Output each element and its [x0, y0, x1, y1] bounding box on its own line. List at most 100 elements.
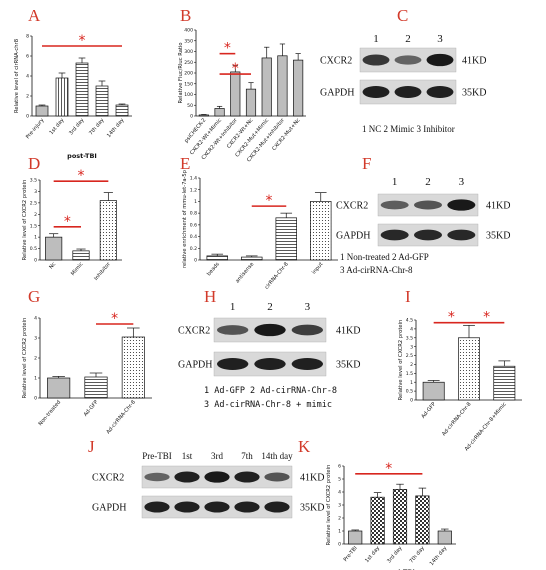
- y-tick-label: 0: [410, 398, 413, 404]
- y-tick-label: 1: [34, 235, 37, 241]
- x-tick-label: Ad-cirRNA-Chr-8: [441, 401, 472, 437]
- bar: [206, 255, 228, 261]
- lane-label: 3: [437, 33, 443, 45]
- blot-h: 1 2 3 CXCR2 41KD GAPDH 35KD 1 Ad-GFP 2 Ad-cirRN…: [178, 301, 360, 410]
- y-axis-label-g: Relative level of CXCR2 protein: [22, 318, 28, 399]
- lane-label: 1: [373, 33, 379, 45]
- blot-band: [380, 229, 409, 241]
- bar: [95, 85, 109, 117]
- y-axis-label-e: relative enrichment of mmu-let-7a-5p: [182, 169, 188, 268]
- x-tick-label: 14th day: [106, 117, 125, 139]
- lane-label: 3: [459, 176, 465, 188]
- lane-label: Pre-TBI: [142, 451, 172, 461]
- blot-legend: 3 Ad-cirRNA-Chr-8: [340, 265, 413, 275]
- y-tick-label: 0.4: [190, 234, 197, 240]
- y-tick-label: 4.5: [406, 318, 413, 324]
- blot-protein-label: CXCR2: [178, 326, 210, 337]
- panel-label-b: B: [180, 6, 191, 25]
- bar: [55, 77, 69, 117]
- bar: [392, 489, 408, 545]
- panel-label-f: F: [362, 154, 371, 173]
- x-tick-label: Pre-TBI: [343, 545, 359, 563]
- bar: [370, 496, 385, 545]
- y-tick-label: 0.2: [190, 246, 197, 252]
- y-tick-label: 1: [338, 529, 341, 535]
- blot-protein-label: CXCR2: [92, 473, 124, 484]
- y-tick-label: 2: [410, 362, 413, 368]
- blot-band: [174, 471, 200, 483]
- bar: [35, 105, 49, 117]
- significance-star: *: [483, 310, 490, 326]
- y-axis-label-a: Relative level of cirRNA-chr8: [14, 39, 20, 113]
- bar: [493, 365, 516, 401]
- blot-legend: 1 NC 2 Mimic 3 Inhibitor: [362, 124, 455, 134]
- y-tick-label: 3: [34, 189, 37, 195]
- x-tick-label: Ad-GFP: [83, 399, 100, 417]
- chart-layer: 0 2 4 6 8 Relative level of cirRNA-chr8 Pre-in…: [14, 28, 522, 570]
- y-tick-label: 1.2: [190, 187, 197, 193]
- bar: [422, 381, 445, 401]
- bar: [415, 495, 430, 545]
- blot-kd-label: 41KD: [462, 56, 486, 67]
- blot-band: [414, 200, 442, 210]
- lane-label: 2: [267, 301, 273, 313]
- y-tick-label: 0: [34, 258, 37, 264]
- blot-band: [216, 325, 249, 335]
- y-tick-label: 0.8: [190, 211, 197, 217]
- significance-star: *: [78, 168, 85, 184]
- x-tick-label: 3rd day: [386, 545, 403, 564]
- y-tick-label: 3: [410, 344, 413, 350]
- y-axis-label-b: Relative Fluc/Rluc Ratio: [178, 42, 184, 103]
- x-tick-label: 1st day: [49, 117, 66, 136]
- y-axis-label-i: Relative level of CXCR2 protein: [398, 320, 404, 401]
- y-tick-label: 0: [194, 258, 197, 264]
- bar: [437, 530, 452, 545]
- y-tick-label: 4: [26, 74, 29, 80]
- x-tick-label: Nc: [48, 261, 57, 270]
- lane-label: 3rd: [211, 451, 223, 461]
- y-tick-label: 0.5: [30, 246, 37, 252]
- y-tick-label: 350: [184, 38, 193, 44]
- blot-band: [254, 323, 286, 337]
- x-tick-label: Mimic: [70, 261, 85, 277]
- blot-kd-label: 41KD: [486, 201, 510, 212]
- panel-label-h: H: [204, 287, 216, 306]
- y-tick-label: 2.5: [30, 200, 37, 206]
- x-tick-label: Pre-injury: [25, 117, 46, 140]
- blot-band: [426, 85, 454, 99]
- y-tick-label: 0: [34, 396, 37, 402]
- y-tick-label: 1.5: [406, 371, 413, 377]
- blot-band: [362, 85, 390, 99]
- bar: [47, 377, 71, 399]
- blot-band: [234, 471, 260, 483]
- blot-kd-label: 35KD: [336, 360, 360, 371]
- y-tick-label: 250: [184, 60, 193, 66]
- bar: [245, 88, 257, 117]
- blot-protein-label: GAPDH: [92, 503, 126, 514]
- blot-band: [174, 501, 200, 513]
- lane-label: 3: [305, 301, 311, 313]
- lane-label: 2: [405, 33, 411, 45]
- y-tick-label: 6: [338, 464, 341, 470]
- blot-c: 1 2 3 CXCR2 41KD GAPDH 35KD 1 NC 2 Mimic 3 Inhi…: [320, 33, 486, 134]
- significance-star: *: [448, 310, 455, 326]
- y-tick-label: 1: [34, 376, 37, 382]
- x-axis-label-k: post-TBI: [385, 568, 415, 570]
- panel-label-d: D: [28, 154, 40, 173]
- blot-band: [291, 357, 324, 371]
- blot-band: [414, 229, 442, 241]
- blot-band: [144, 501, 170, 513]
- x-tick-label: 7th day: [409, 545, 426, 564]
- blot-kd-label: 41KD: [300, 473, 324, 484]
- blot-band: [204, 501, 230, 513]
- x-tick-label: cirRNA-Chr-8: [264, 261, 290, 290]
- lane-label: 7th: [241, 451, 253, 461]
- x-tick-label: input: [311, 261, 324, 275]
- y-tick-label: 5: [338, 477, 341, 483]
- y-tick-label: 1.5: [30, 223, 37, 229]
- bar: [72, 250, 90, 261]
- panel-label-g: G: [28, 287, 40, 306]
- bar: [84, 376, 108, 399]
